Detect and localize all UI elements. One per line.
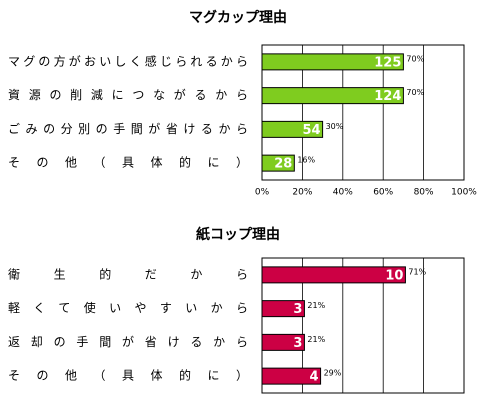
count-label: 10 — [385, 268, 403, 283]
chart-title: 紙コップ理由 — [196, 226, 280, 243]
category-label: 資源の削減につながるから — [8, 87, 248, 102]
plot-frame — [261, 257, 465, 394]
category-label: ごみの分別の手間が省けるから — [8, 121, 248, 136]
count-label: 54 — [303, 123, 321, 138]
bar — [261, 300, 305, 318]
bar — [261, 154, 295, 172]
percent-label: 71% — [408, 267, 426, 276]
count-label: 28 — [274, 157, 292, 172]
x-tick-label: 100% — [451, 188, 477, 198]
x-tick-label: 60% — [373, 188, 393, 198]
count-label: 3 — [293, 336, 302, 351]
percent-label: 21% — [307, 335, 325, 344]
category-label: 軽くて使いやすいから — [8, 300, 248, 315]
chart-title: マグカップ理由 — [189, 9, 287, 26]
count-label: 4 — [310, 370, 319, 385]
bar — [261, 120, 324, 138]
x-tick-label: 20% — [292, 188, 312, 198]
category-label: 返却の手間が省けるから — [8, 334, 248, 349]
x-tick-label: 80% — [414, 188, 434, 198]
category-label: 衛生的だから — [8, 266, 248, 281]
category-label: マグの方がおいしく感じられるから — [8, 53, 248, 68]
bar — [261, 266, 406, 284]
bar — [261, 367, 322, 385]
category-label: その他（具体的に） — [8, 368, 248, 383]
percent-label: 29% — [324, 369, 342, 378]
percent-label: 30% — [326, 122, 344, 131]
bar — [261, 333, 305, 351]
x-tick-label: 40% — [333, 188, 353, 198]
x-tick-label: 0% — [255, 188, 270, 198]
percent-label: 21% — [307, 301, 325, 310]
bar — [261, 53, 404, 71]
count-label: 125 — [374, 55, 401, 70]
bar — [261, 87, 404, 105]
plot-frame — [261, 44, 465, 181]
percent-label: 70% — [406, 54, 424, 63]
count-label: 124 — [374, 89, 401, 104]
category-label: その他（具体的に） — [8, 155, 248, 170]
count-label: 3 — [293, 302, 302, 317]
percent-label: 16% — [297, 156, 315, 165]
percent-label: 70% — [406, 88, 424, 97]
